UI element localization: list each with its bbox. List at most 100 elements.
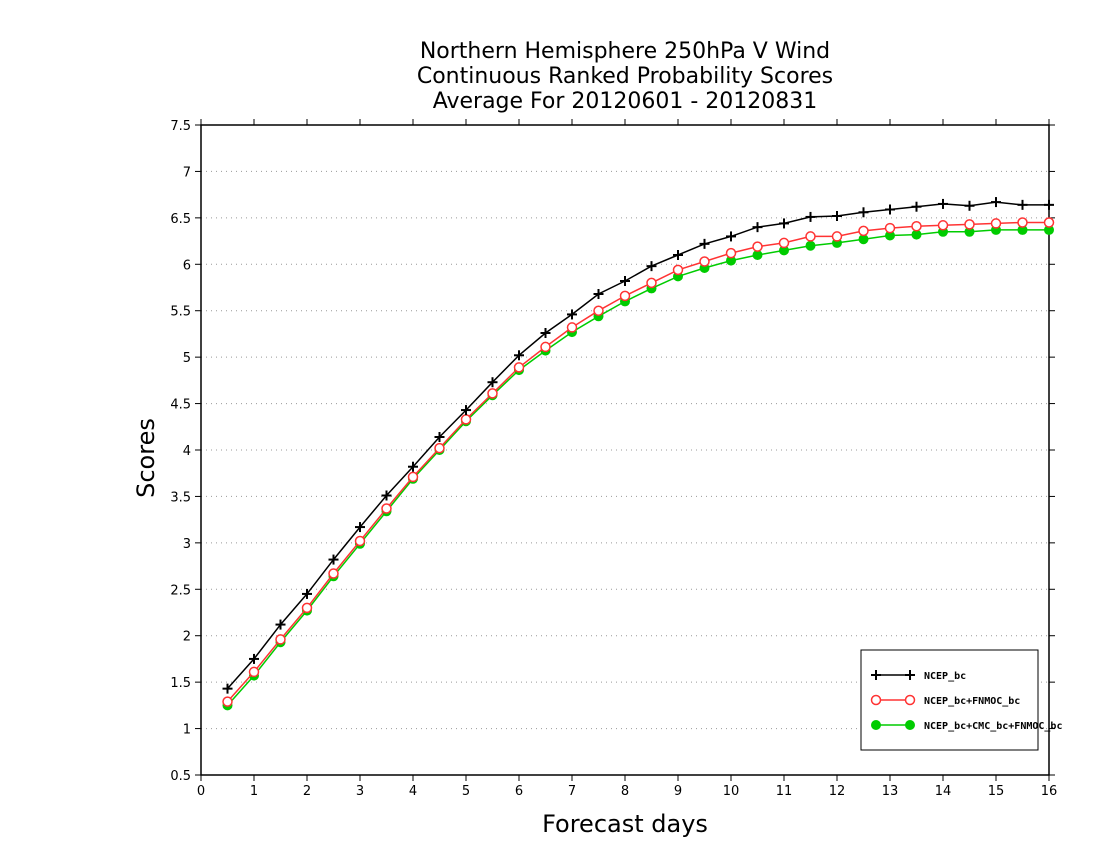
data-point — [222, 683, 233, 694]
data-point — [301, 602, 313, 614]
series-2 — [222, 217, 1055, 707]
data-point — [911, 201, 922, 212]
x-tick-label: 16 — [1041, 784, 1058, 799]
data-point — [964, 200, 975, 211]
x-tick-label: 13 — [882, 784, 899, 799]
data-point — [991, 197, 1001, 208]
data-point — [619, 290, 631, 302]
data-point — [884, 222, 896, 234]
y-tick-label: 3 — [183, 537, 191, 552]
series — [222, 197, 1055, 711]
data-point — [911, 220, 922, 232]
y-tick-label: 2.5 — [170, 583, 191, 598]
data-point — [328, 554, 339, 565]
data-point — [778, 237, 790, 249]
data-point — [487, 377, 498, 388]
data-point — [381, 490, 392, 501]
data-point — [460, 414, 472, 425]
legend-marker — [904, 694, 916, 706]
x-tick-label: 5 — [462, 784, 470, 799]
y-tick-label: 6 — [183, 258, 191, 273]
y-tick-label: 4.5 — [170, 398, 191, 413]
legend-entry-1: NCEP_bc — [871, 670, 966, 682]
legend-marker — [905, 720, 915, 730]
data-point — [646, 261, 657, 272]
data-point — [805, 211, 816, 222]
x-tick-label: 8 — [621, 784, 629, 799]
x-tick-label: 2 — [303, 784, 311, 799]
data-point — [540, 328, 551, 338]
data-point — [1043, 217, 1055, 228]
legend-label: NCEP_bc — [924, 671, 966, 682]
data-point — [673, 250, 683, 260]
legend-entry-2: NCEP_bc+FNMOC_bc — [870, 694, 1020, 707]
y-tick-label: 1.5 — [170, 676, 191, 691]
chart-title: Northern Hemisphere 250hPa V WindContinu… — [417, 39, 833, 114]
data-point — [699, 238, 710, 249]
legend-marker — [905, 670, 915, 680]
y-tick-label: 7.5 — [170, 119, 191, 134]
data-point — [938, 198, 948, 209]
x-axis-label: Forecast days — [542, 810, 708, 838]
legend: NCEP_bc NCEP_bc+FNMOC_bc NCEP_bc+CMC_bc+FN… — [860, 649, 1062, 751]
x-tick-label: 4 — [409, 784, 417, 799]
x-tick-label: 14 — [935, 784, 952, 799]
title-line-1: Northern Hemisphere 250hPa V Wind — [420, 39, 830, 64]
y-tick-label: 6.5 — [170, 212, 191, 227]
y-ticks: 0.5 1 1.5 2 2.5 3 3.5 4 4.5 5 5.5 6 6.5 7 7.5 — [170, 119, 1055, 784]
data-point — [434, 442, 445, 454]
y-tick-label: 1 — [183, 723, 191, 738]
y-axis-label: Scores — [132, 418, 160, 498]
gridlines — [201, 170, 1049, 730]
data-point — [434, 432, 445, 442]
x-tick-label: 9 — [674, 784, 682, 799]
data-point — [593, 305, 604, 316]
data-point — [832, 211, 842, 221]
x-ticks: 0 1 2 3 4 5 6 7 8 9 10 11 12 13 14 15 16 — [197, 119, 1057, 799]
data-point — [831, 231, 843, 242]
data-point — [540, 341, 551, 353]
x-tick-label: 11 — [776, 784, 793, 799]
data-point — [805, 240, 816, 251]
title-line-3: Average For 20120601 - 20120831 — [433, 89, 818, 114]
data-point — [620, 276, 630, 286]
series-3 — [222, 224, 1054, 711]
data-point — [408, 461, 418, 472]
data-point — [249, 653, 259, 664]
data-point — [672, 264, 684, 276]
data-point — [858, 207, 869, 218]
data-point — [566, 322, 578, 333]
data-point — [487, 388, 498, 399]
legend-marker — [871, 720, 881, 730]
data-point — [1044, 199, 1054, 210]
y-tick-label: 5 — [183, 351, 191, 366]
data-point — [514, 350, 524, 361]
x-tick-label: 15 — [988, 784, 1005, 799]
data-point — [1017, 217, 1028, 228]
data-point — [328, 568, 339, 579]
data-point — [567, 309, 577, 320]
series-line — [226, 229, 1049, 706]
data-point — [593, 289, 604, 299]
y-tick-label: 2 — [183, 630, 191, 645]
series-1 — [222, 197, 1054, 694]
data-point — [885, 204, 895, 215]
data-point — [990, 218, 1002, 229]
legend-marker — [870, 694, 882, 706]
data-point — [752, 222, 763, 233]
data-point — [779, 218, 789, 229]
data-point — [302, 588, 312, 599]
legend-entry-3: NCEP_bc+CMC_bc+FNMOC_bc — [871, 720, 1062, 732]
legend-label: NCEP_bc+CMC_bc+FNMOC_bc — [924, 721, 1062, 732]
data-point — [461, 405, 471, 416]
data-point — [275, 619, 286, 630]
data-point — [937, 220, 949, 231]
x-tick-label: 3 — [356, 784, 364, 799]
data-point — [725, 247, 737, 259]
y-tick-label: 0.5 — [170, 769, 191, 784]
data-point — [726, 231, 736, 242]
y-tick-label: 5.5 — [170, 305, 191, 320]
legend-label: NCEP_bc+FNMOC_bc — [924, 696, 1020, 707]
y-tick-label: 3.5 — [170, 490, 191, 505]
